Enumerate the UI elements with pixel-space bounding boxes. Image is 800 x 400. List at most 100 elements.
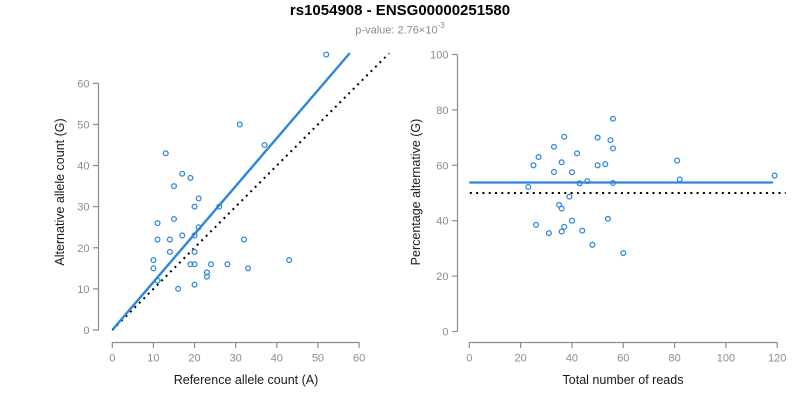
y-tick-label: 80 [436, 105, 448, 117]
data-point [568, 217, 575, 224]
data-point [216, 203, 223, 210]
data-point [609, 115, 617, 122]
data-point [261, 141, 268, 149]
data-point [203, 273, 210, 280]
data-point [166, 236, 173, 243]
x-tick-label: 20 [514, 353, 526, 365]
data-point [224, 261, 231, 268]
y-tick-label: 0 [442, 327, 448, 339]
x-axis-title: Total number of reads [563, 373, 684, 387]
data-point [532, 221, 540, 228]
data-point [607, 137, 614, 144]
data-point [175, 285, 182, 292]
x-tick-label: 0 [466, 353, 472, 365]
data-point [545, 230, 552, 237]
figure-subtitle: p-value: 2.76×10-3 [0, 21, 800, 37]
data-point [561, 223, 568, 230]
y-axis-title: Alternative allele count (G) [53, 118, 67, 265]
data-point [154, 220, 161, 227]
data-point [566, 193, 573, 200]
data-point [568, 169, 575, 176]
x-tick-label: 30 [230, 353, 242, 365]
data-point [558, 159, 565, 166]
data-point [191, 232, 198, 239]
data-point [191, 261, 198, 268]
blue-fit-line [112, 52, 351, 330]
y-tick-label: 40 [77, 161, 89, 173]
data-point [154, 236, 161, 243]
x-tick-label: 120 [768, 353, 786, 365]
data-point [589, 241, 596, 248]
x-tick-label: 60 [617, 353, 629, 365]
x-tick-label: 20 [188, 353, 200, 365]
data-point [179, 232, 186, 239]
data-point [191, 281, 198, 288]
x-axis-title: Reference allele count (A) [174, 373, 319, 387]
data-point [604, 215, 611, 222]
data-point [620, 250, 627, 257]
data-point [170, 183, 178, 190]
data-point [195, 195, 202, 202]
data-point [558, 228, 565, 235]
data-point [187, 261, 194, 268]
y-tick-label: 10 [77, 284, 89, 296]
y-tick-label: 100 [430, 50, 448, 62]
data-point [535, 153, 542, 161]
x-tick-label: 0 [109, 353, 115, 365]
data-point [191, 248, 198, 255]
data-point [150, 257, 157, 264]
data-point [584, 178, 591, 185]
figure-title: rs1054908 - ENSG00000251580 [289, 2, 511, 19]
y-tick-label: 50 [77, 119, 89, 131]
data-point [162, 150, 169, 157]
data-point [179, 170, 186, 177]
x-tick-label: 50 [312, 353, 324, 365]
left-plot-allele-counts: 0 10 20 30 40 50 60 0 10 20 30 40 50 60 Reference alle… [53, 51, 390, 387]
x-tick-label: 80 [668, 353, 680, 365]
x-tick-label: 10 [147, 353, 159, 365]
data-point [187, 174, 194, 181]
data-point [594, 162, 601, 169]
y-tick-label: 30 [77, 202, 89, 214]
data-point [674, 157, 681, 164]
data-point [576, 180, 583, 187]
data-point [150, 265, 157, 272]
data-point [207, 261, 215, 268]
data-point [525, 183, 532, 190]
data-point [286, 257, 293, 264]
data-point [676, 176, 683, 183]
pvalue-exponent: -3 [437, 21, 445, 30]
data-point [771, 172, 778, 179]
data-point [170, 215, 178, 223]
data-point [236, 121, 243, 128]
data-point [609, 180, 617, 187]
y-tick-label: 0 [83, 325, 89, 337]
y-tick-label: 60 [436, 160, 448, 172]
data-point [602, 161, 609, 168]
data-point [579, 227, 586, 234]
data-point [166, 248, 173, 255]
data-point [609, 145, 617, 152]
data-point [323, 51, 330, 58]
data-point [561, 133, 568, 140]
y-tick-label: 40 [436, 216, 448, 228]
data-point [245, 265, 252, 272]
data-point [195, 224, 202, 231]
data-point [240, 236, 247, 243]
y-tick-label: 20 [77, 243, 89, 255]
data-point [530, 162, 537, 169]
data-point [574, 150, 581, 157]
dotted-reference-line [111, 52, 390, 331]
data-point [550, 143, 558, 150]
data-point [203, 269, 210, 276]
data-point [594, 134, 601, 141]
y-tick-label: 60 [77, 78, 89, 90]
x-tick-label: 40 [566, 353, 578, 365]
x-tick-label: 40 [271, 353, 283, 365]
x-tick-label: 60 [353, 353, 365, 365]
data-point [191, 203, 198, 210]
pvalue-text: p-value: 2.76×10 [355, 24, 438, 37]
data-point [558, 205, 565, 212]
